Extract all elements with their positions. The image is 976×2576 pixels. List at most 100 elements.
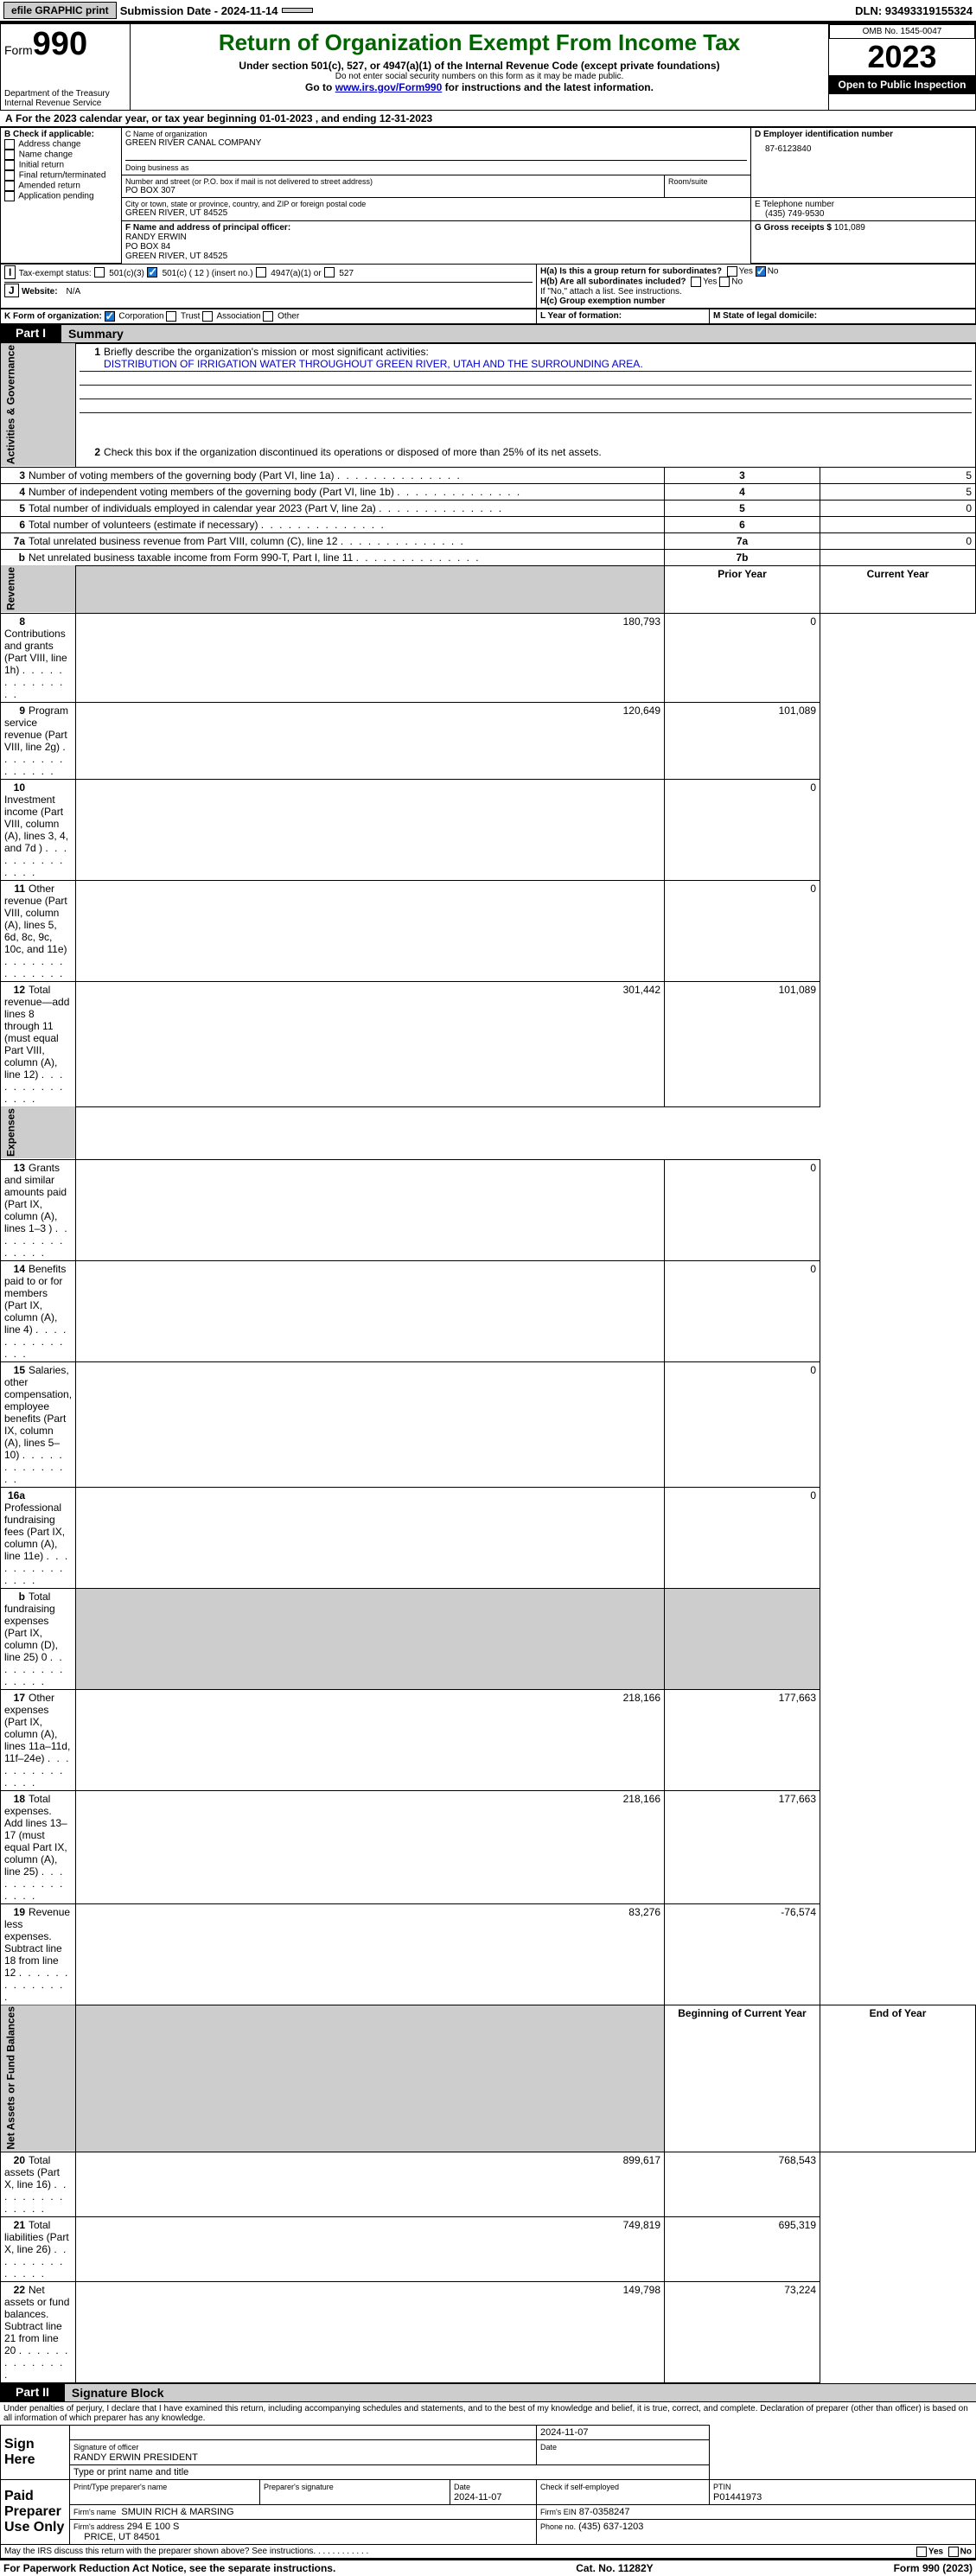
- cb-ha-no[interactable]: [756, 266, 766, 277]
- form-subtitle: Under section 501(c), 527, or 4947(a)(1)…: [134, 60, 825, 72]
- form-header: Form990 Department of the Treasury Inter…: [0, 22, 976, 111]
- cb-hb-no[interactable]: [719, 277, 730, 287]
- cb-initial-return[interactable]: [4, 160, 15, 170]
- efile-print-button[interactable]: efile GRAPHIC print: [3, 2, 117, 19]
- side-rev: Revenue: [1, 565, 76, 613]
- box-g-lbl: G Gross receipts $: [755, 223, 832, 233]
- blank-button[interactable]: [282, 8, 313, 13]
- part2-title: Signature Block: [65, 2383, 976, 2402]
- cb-discuss-yes[interactable]: [916, 2547, 927, 2557]
- paid-preparer: Paid Preparer Use Only: [1, 2480, 70, 2545]
- cb-amended-return[interactable]: [4, 181, 15, 191]
- part2-label: Part II: [0, 2383, 65, 2402]
- hdr-curr: Current Year: [867, 568, 929, 580]
- signature-block: Sign Here 2024-11-07 Signature of office…: [0, 2425, 976, 2545]
- org-name: GREEN RIVER CANAL COMPANY: [125, 138, 747, 148]
- cb-address-change[interactable]: [4, 139, 15, 150]
- cb-trust[interactable]: [166, 311, 176, 322]
- discuss-line: May the IRS discuss this return with the…: [0, 2545, 976, 2559]
- firm-addr: 294 E 100 S: [127, 2522, 180, 2532]
- h-b: H(b) Are all subordinates included?: [540, 277, 686, 286]
- street: PO BOX 307: [125, 186, 660, 195]
- box-m: M State of legal domicile:: [713, 311, 817, 321]
- cb-name-change[interactable]: [4, 150, 15, 160]
- submission-date: Submission Date - 2024-11-14: [120, 4, 278, 17]
- cb-501c[interactable]: [147, 267, 157, 277]
- footer: For Paperwork Reduction Act Notice, see …: [0, 2559, 976, 2576]
- footer-center: Cat. No. 11282Y: [576, 2562, 653, 2574]
- cb-501c3[interactable]: [94, 267, 105, 277]
- room-lbl: Room/suite: [668, 177, 747, 186]
- h-c: H(c) Group exemption number: [540, 296, 665, 306]
- tax-year: 2023: [829, 39, 975, 75]
- cb-final-return-terminated[interactable]: [4, 170, 15, 181]
- entity-block: B Check if applicable: Address change Na…: [0, 127, 976, 264]
- city: GREEN RIVER, UT 84525: [125, 208, 747, 218]
- hdr-beg: Beginning of Current Year: [678, 2007, 806, 2019]
- form-number: 990: [33, 26, 87, 62]
- prep-name-lbl: Print/Type preparer's name: [73, 2483, 167, 2491]
- prep-sig-lbl: Preparer's signature: [264, 2483, 334, 2491]
- ssn-note: Do not enter social security numbers on …: [134, 72, 825, 81]
- omb-no: OMB No. 1545-0047: [829, 24, 975, 39]
- top-bar: efile GRAPHIC print Submission Date - 20…: [0, 0, 976, 22]
- hdr-prior: Prior Year: [718, 568, 766, 580]
- box-l: L Year of formation:: [540, 311, 622, 321]
- check-se: Check if self-employed: [540, 2483, 619, 2491]
- side-gov: Activities & Governance: [1, 343, 76, 467]
- part1-title: Summary: [61, 324, 976, 343]
- cb-assoc[interactable]: [202, 311, 213, 322]
- summary-table: Activities & Governance 1Briefly describ…: [0, 343, 976, 2384]
- cb-hb-yes[interactable]: [691, 277, 701, 287]
- footer-right: Form 990 (2023): [894, 2562, 973, 2574]
- box-e-lbl: E Telephone number: [755, 200, 972, 209]
- goto-line: Go to www.irs.gov/Form990 for instructio…: [134, 81, 825, 93]
- cb-527[interactable]: [324, 267, 335, 277]
- side-na: Net Assets or Fund Balances: [1, 2005, 76, 2152]
- prep-date: 2024-11-07: [454, 2492, 501, 2503]
- ein: 87-6123840: [755, 139, 972, 154]
- cb-discuss-no[interactable]: [948, 2547, 959, 2557]
- firm-ein: 87-0358247: [579, 2507, 630, 2517]
- cb-corp[interactable]: [105, 311, 115, 322]
- open-to-public: Open to Public Inspection: [829, 75, 975, 94]
- ptin: P01441973: [713, 2492, 762, 2503]
- part1-header: Part I Summary: [0, 324, 976, 343]
- type-name: Type or print name and title: [70, 2465, 710, 2480]
- officer-addr2: GREEN RIVER, UT 84525: [125, 252, 747, 261]
- cb-application-pending[interactable]: [4, 191, 15, 201]
- officer: RANDY ERWIN PRESIDENT: [73, 2452, 198, 2463]
- status-block: I Tax-exempt status: 501(c)(3) 501(c) ( …: [0, 264, 976, 309]
- cb-other[interactable]: [263, 311, 273, 322]
- firm-name: SMUIN RICH & MARSING: [121, 2507, 233, 2517]
- h-a: H(a) Is this a group return for subordin…: [540, 266, 722, 276]
- hdr-end: End of Year: [870, 2007, 927, 2019]
- box-c-name-lbl: C Name of organization: [125, 130, 747, 138]
- sig-date1: 2024-11-07: [537, 2426, 710, 2440]
- side-exp: Expenses: [1, 1106, 76, 1159]
- firm-phone: (435) 637-1203: [578, 2522, 643, 2532]
- tax-exempt-lbl: Tax-exempt status:: [19, 269, 92, 278]
- dln: DLN: 93493319155324: [855, 4, 973, 17]
- gross-receipts: 101,089: [834, 223, 865, 233]
- box-b-label: B Check if applicable:: [4, 130, 94, 139]
- form990-link[interactable]: www.irs.gov/Form990: [335, 81, 443, 93]
- officer-addr1: PO BOX 84: [125, 242, 747, 252]
- irs: Internal Revenue Service: [4, 99, 126, 108]
- officer-name: RANDY ERWIN: [125, 233, 747, 242]
- sign-here: Sign Here: [1, 2426, 70, 2480]
- form-title: Return of Organization Exempt From Incom…: [134, 29, 825, 56]
- phone: (435) 749-9530: [755, 209, 972, 219]
- line-a: A For the 2023 calendar year, or tax yea…: [0, 111, 976, 127]
- part2-header: Part II Signature Block: [0, 2383, 976, 2402]
- dept-treasury: Department of the Treasury: [4, 89, 126, 99]
- cb-ha-yes[interactable]: [727, 266, 737, 277]
- l1-lbl: Briefly describe the organization's miss…: [104, 346, 429, 358]
- sig-officer-lbl: Signature of officer: [73, 2443, 138, 2452]
- part1-label: Part I: [0, 324, 61, 343]
- cb-4947[interactable]: [256, 267, 266, 277]
- city-lbl: City or town, state or province, country…: [125, 200, 747, 208]
- website-val: N/A: [67, 287, 81, 296]
- addr-lbl: Number and street (or P.O. box if mail i…: [125, 177, 660, 186]
- footer-left: For Paperwork Reduction Act Notice, see …: [3, 2562, 335, 2574]
